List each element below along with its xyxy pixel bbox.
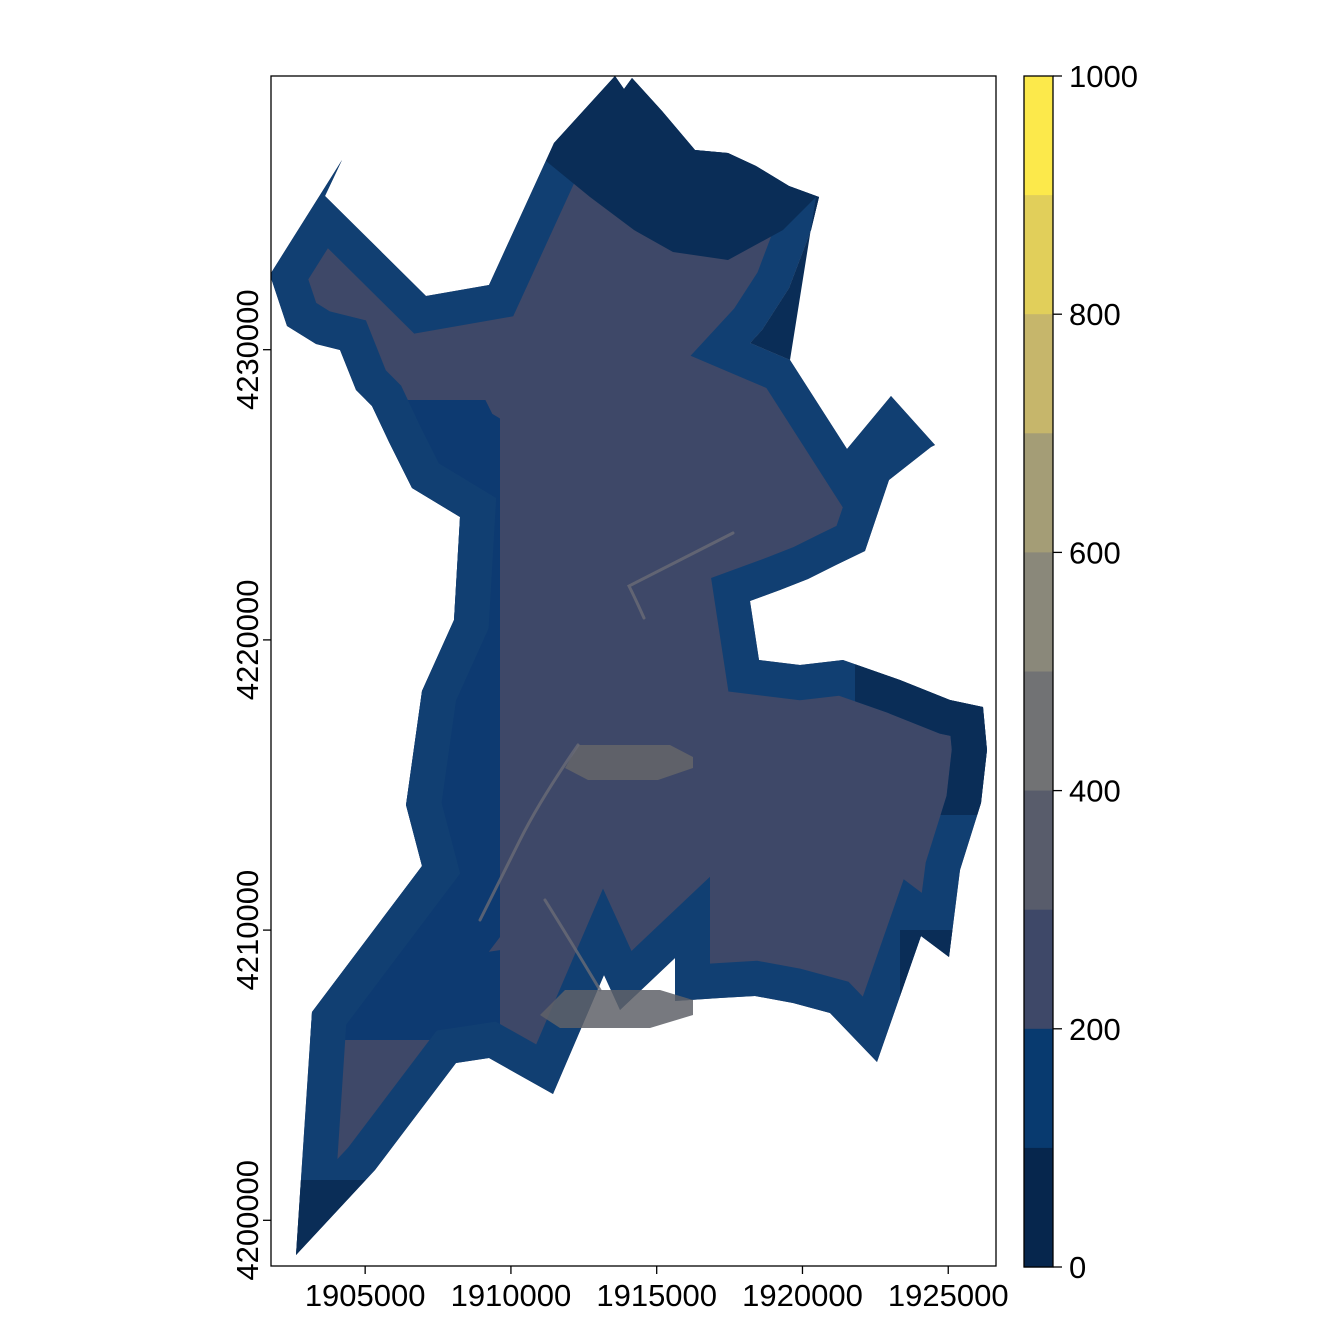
svg-text:1905000: 1905000 [305, 1278, 426, 1313]
svg-text:400: 400 [1069, 774, 1121, 809]
svg-text:4200000: 4200000 [230, 1160, 265, 1281]
svg-text:600: 600 [1069, 535, 1121, 570]
svg-text:1915000: 1915000 [596, 1278, 717, 1313]
svg-text:200: 200 [1069, 1012, 1121, 1047]
svg-text:800: 800 [1069, 297, 1121, 332]
svg-text:1000: 1000 [1069, 59, 1138, 94]
svg-text:4220000: 4220000 [230, 580, 265, 701]
svg-text:4210000: 4210000 [230, 870, 265, 991]
svg-text:1910000: 1910000 [451, 1278, 572, 1313]
svg-text:1920000: 1920000 [742, 1278, 863, 1313]
svg-text:1925000: 1925000 [888, 1278, 1009, 1313]
svg-text:0: 0 [1069, 1250, 1086, 1285]
svg-text:4230000: 4230000 [230, 289, 265, 410]
